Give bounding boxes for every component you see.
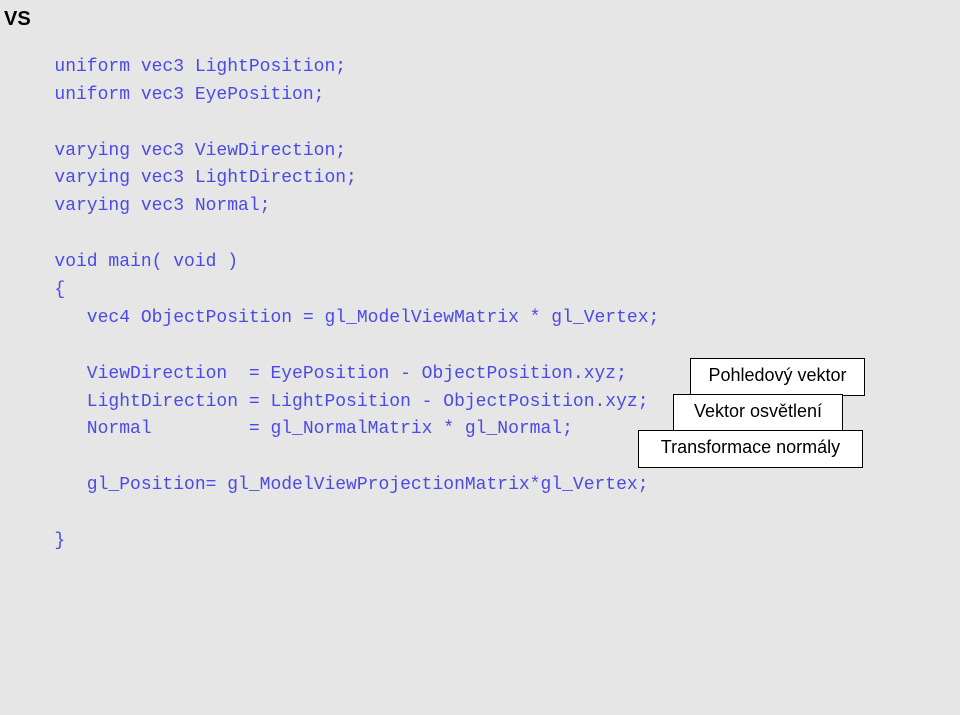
- code-line: gl_Position= gl_ModelViewProjectionMatri…: [54, 475, 648, 495]
- code-line: ViewDirection = EyePosition - ObjectPosi…: [54, 364, 627, 384]
- code-line: {: [54, 280, 65, 300]
- code-block: uniform vec3 LightPosition; uniform vec3…: [22, 8, 938, 556]
- code-line: }: [54, 531, 65, 551]
- code-line: vec4 ObjectPosition = gl_ModelViewMatrix…: [54, 308, 659, 328]
- code-line: varying vec3 Normal;: [54, 196, 270, 216]
- code-line: varying vec3 ViewDirection;: [54, 141, 346, 161]
- code-line: varying vec3 LightDirection;: [54, 168, 356, 188]
- code-line: Normal = gl_NormalMatrix * gl_Normal;: [54, 419, 572, 439]
- code-line: void main( void ): [54, 252, 238, 272]
- code-line: LightDirection = LightPosition - ObjectP…: [54, 392, 648, 412]
- section-header: VS: [4, 4, 31, 35]
- code-line: uniform vec3 EyePosition;: [54, 85, 324, 105]
- code-line: uniform vec3 LightPosition;: [54, 57, 346, 77]
